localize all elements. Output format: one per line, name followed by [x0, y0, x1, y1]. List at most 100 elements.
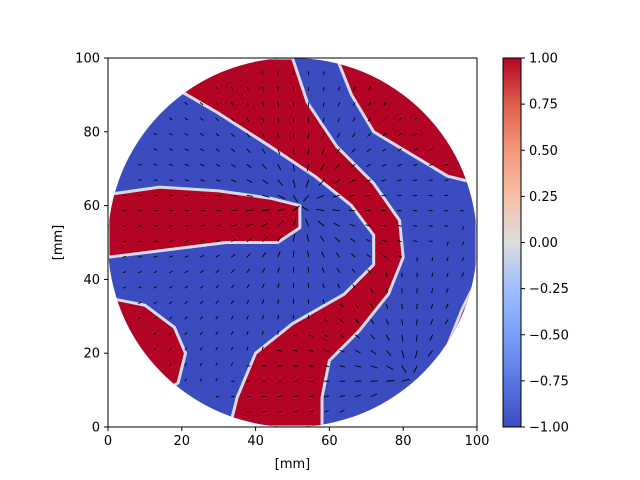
quiver-arrow	[444, 225, 449, 227]
quiver-arrow	[446, 241, 449, 246]
quiver-arrow	[397, 254, 402, 258]
quiver-arrow	[153, 347, 157, 351]
quiver-arrow	[153, 270, 158, 274]
quiver-arrow	[261, 315, 264, 320]
y-axis: 0 20 40 60 80 100	[75, 52, 108, 436]
quiver-arrow	[381, 163, 387, 167]
quiver-arrow	[351, 268, 356, 274]
quiver-arrow	[368, 102, 372, 106]
quiver-arrow	[246, 315, 249, 320]
quiver-arrow	[184, 331, 188, 336]
quiver-arrow	[351, 148, 356, 153]
quiver-arrow	[230, 86, 234, 91]
quiver-arrow	[398, 132, 402, 137]
quiver-arrow	[169, 285, 173, 289]
colorbar-ticks: 1.00 0.75 0.50 0.25 0.00 −0.25 −0.50 −0.75 −1.00	[521, 52, 569, 436]
quiver-arrow	[230, 132, 235, 137]
y-tick-label: 60	[83, 199, 100, 214]
quiver-arrow	[365, 238, 371, 243]
quiver-arrow	[324, 395, 330, 398]
quiver-arrow	[215, 101, 219, 106]
x-tick-label: 20	[174, 434, 191, 449]
quiver-arrow	[277, 235, 282, 242]
quiver-arrow	[246, 163, 252, 169]
quiver-arrow	[230, 331, 234, 335]
quiver-arrow	[262, 194, 270, 198]
quiver-arrow	[169, 132, 173, 136]
quiver-arrow	[277, 102, 280, 107]
quiver-arrow	[307, 133, 310, 139]
quiver-arrow	[153, 148, 158, 151]
quiver-arrow	[261, 267, 266, 273]
quiver-arrow	[401, 350, 405, 359]
quiver-arrow	[199, 285, 204, 289]
quiver-arrow	[355, 394, 362, 398]
quiver-arrow	[169, 148, 173, 151]
quiver-arrow	[138, 255, 142, 258]
quiver-arrow	[316, 194, 325, 199]
quiver-arrow	[215, 315, 219, 320]
quiver-arrow	[305, 218, 310, 227]
quiver-arrow	[293, 349, 298, 352]
quiver-arrow	[307, 148, 310, 155]
quiver-arrow	[368, 86, 372, 91]
quiver-arrow	[277, 208, 286, 212]
quiver-arrow	[306, 164, 310, 172]
quiver-arrow	[215, 163, 221, 167]
quiver-arrow	[321, 267, 325, 273]
quiver-arrow	[200, 224, 205, 227]
quiver-arrow	[184, 270, 189, 274]
quiver-arrow	[277, 220, 284, 227]
quiver-arrow	[122, 286, 126, 289]
quiver-arrow	[231, 194, 237, 197]
quiver-arrow	[277, 251, 281, 258]
quiver-arrow	[381, 224, 387, 227]
quiver-arrow	[138, 301, 142, 305]
quiver-arrow	[397, 163, 402, 167]
quiver-arrow	[200, 179, 205, 182]
quiver-arrow	[401, 365, 407, 373]
quiver-arrow	[246, 330, 249, 335]
quiver-arrow	[429, 148, 433, 151]
quiver-arrow	[231, 224, 237, 227]
quiver-arrow	[292, 148, 295, 155]
quiver-arrow	[334, 237, 341, 243]
quiver-arrow	[337, 102, 341, 107]
quiver-arrow	[153, 225, 158, 227]
quiver-arrow	[169, 163, 174, 166]
quiver-arrow	[261, 71, 264, 76]
quiver-arrow	[397, 239, 402, 243]
quiver-arrow	[122, 255, 127, 258]
quiver-arrow	[370, 334, 376, 340]
quiver-arrow	[277, 395, 282, 398]
quiver-arrow	[370, 349, 377, 355]
quiver-arrow	[199, 300, 204, 305]
quiver-arrow	[401, 319, 404, 326]
y-tick-label: 20	[83, 347, 100, 362]
quiver-arrow	[184, 148, 189, 151]
quiver-arrow	[322, 102, 325, 107]
quiver-arrow	[401, 378, 410, 382]
quiver-arrow	[261, 346, 264, 351]
quiver-arrow	[231, 179, 237, 183]
quiver-arrow	[381, 194, 387, 197]
quiver-arrow	[348, 209, 356, 212]
quiver-arrow	[385, 334, 390, 341]
quiver-arrow	[199, 378, 203, 382]
quiver-arrow	[385, 288, 388, 293]
colorbar-tick-label: 0.75	[529, 98, 558, 113]
quiver-arrow	[336, 148, 341, 154]
quiver-arrow	[199, 347, 203, 351]
quiver-arrow	[277, 194, 286, 200]
quiver-arrow	[138, 179, 142, 181]
quiver-arrow	[354, 318, 360, 324]
quiver-arrow	[366, 253, 371, 258]
quiver-arrow	[413, 365, 418, 374]
quiver-arrow	[446, 257, 449, 262]
quiver-arrow	[169, 117, 173, 121]
quiver-arrow	[169, 240, 174, 243]
quiver-arrow	[184, 101, 188, 106]
quiver-arrow	[169, 255, 174, 258]
quiver-arrow	[169, 270, 173, 274]
quiver-arrow	[354, 334, 360, 339]
